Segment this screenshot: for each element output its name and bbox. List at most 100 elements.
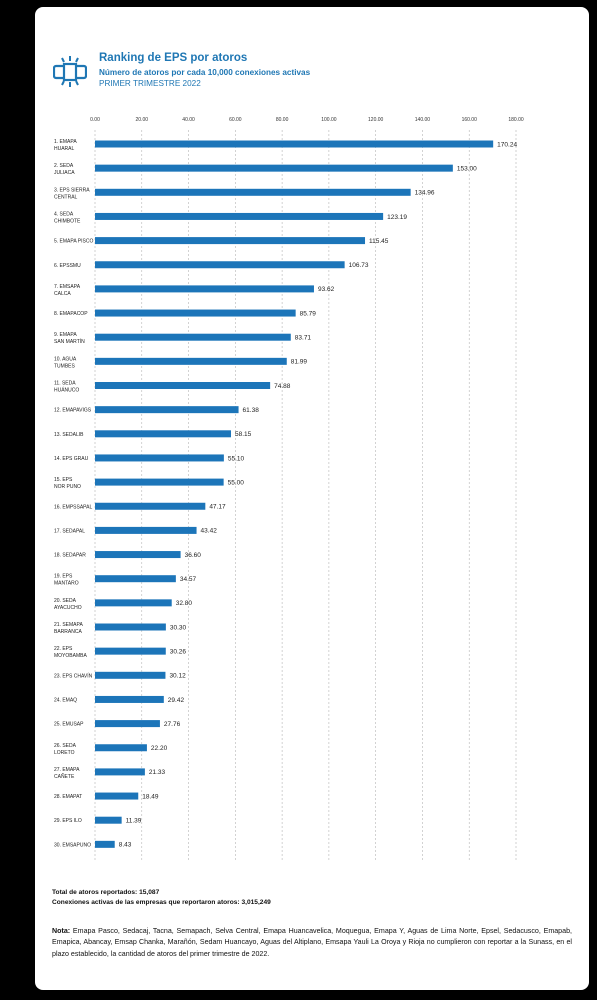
note-text: Emapa Pasco, Sedacaj, Tacna, Semapach, S… [52, 927, 572, 958]
value-label: 30.12 [169, 673, 186, 680]
bar [95, 575, 176, 583]
bar [95, 768, 145, 776]
value-label: 134.96 [415, 190, 435, 197]
category-label: 30. EMSAPUNO [54, 842, 91, 848]
value-label: 61.38 [243, 407, 260, 414]
x-tick-label: 40.00 [182, 117, 195, 123]
total-connections: Conexiones activas de las empresas que r… [52, 899, 271, 906]
category-label: 27. EMAPA CAÑETE [54, 767, 80, 780]
category-label: 12. EMAPAVIGS [54, 408, 92, 414]
category-label: 10. AGUA TUMBES [54, 356, 77, 369]
bar [95, 212, 384, 220]
x-tick-label: 80.00 [276, 117, 289, 123]
value-label: 22.20 [151, 745, 168, 752]
category-label: 15. EPS NOR PUNO [54, 477, 81, 490]
category-label: 11. SEDA HUÁNUCO [54, 381, 79, 394]
x-tick-label: 60.00 [229, 117, 242, 123]
bar [95, 526, 197, 534]
bar [95, 551, 181, 559]
category-label: 23. EPS CHAVÍN [54, 672, 93, 679]
bar [95, 840, 115, 848]
bar [95, 671, 166, 679]
category-label: 26. SEDA LORETO [54, 743, 77, 756]
chart-title: Ranking de EPS por atoros [99, 52, 248, 64]
category-label: 18. SEDAPAR [54, 553, 86, 559]
category-label: 16. EMPSSAPAL [54, 504, 92, 510]
category-label: 17. SEDAPAL [54, 528, 85, 534]
totals-block: Total de atoros reportados: 15,087 Conex… [52, 888, 271, 908]
bar [95, 454, 224, 462]
bar [95, 623, 166, 631]
footnote: Nota: Emapa Pasco, Sedacaj, Tacna, Semap… [52, 926, 572, 960]
category-label: 19. EPS MANTARO [54, 574, 79, 587]
value-label: 74.88 [274, 383, 291, 390]
bar [95, 647, 166, 655]
category-label: 7. EMSAPA CALCA [54, 284, 81, 297]
bar [95, 430, 232, 438]
bar [95, 599, 172, 607]
value-label: 85.79 [300, 310, 317, 317]
x-tick-label: 20.00 [136, 117, 149, 123]
bar [95, 744, 147, 752]
bar-chart: 0.00 20.00 40.00 60.00 80.00 100.00 120.00 140.… [54, 117, 524, 862]
value-label: 153.00 [457, 165, 477, 172]
total-atoros: Total de atoros reportados: 15,087 [52, 889, 160, 896]
value-label: 106.73 [349, 262, 369, 269]
bar [95, 695, 164, 703]
value-label: 123.19 [387, 214, 407, 221]
value-label: 11.39 [126, 818, 142, 825]
category-label: 9. EMAPA SAN MARTÍN [54, 332, 85, 345]
x-tick-label: 160.00 [462, 117, 478, 123]
chart-period: PRIMER TRIMESTRE 2022 [99, 79, 201, 88]
value-label: 170.24 [497, 141, 517, 148]
category-label: 29. EPS ILO [54, 818, 82, 824]
category-label: 2. SEDA JULIACA [54, 163, 75, 176]
x-tick-label: 180.00 [508, 117, 524, 123]
bar [95, 357, 287, 365]
value-label: 43.42 [201, 528, 218, 535]
value-label: 58.15 [235, 431, 252, 438]
bar [95, 406, 239, 414]
bar [95, 164, 453, 172]
note-label: Nota: [52, 927, 71, 935]
value-label: 47.17 [209, 504, 226, 511]
value-label: 55.10 [228, 455, 245, 462]
value-label: 29.42 [168, 697, 185, 704]
bar [95, 720, 160, 728]
bar [95, 816, 122, 824]
bar [95, 478, 224, 486]
x-tick-label: 120.00 [368, 117, 384, 123]
bar [95, 382, 271, 389]
bar [95, 333, 291, 341]
bar [95, 237, 366, 245]
value-label: 36.60 [185, 552, 202, 559]
category-label: 5. EMAPA PISCO [54, 239, 93, 245]
pipe-icon [53, 56, 87, 87]
value-label: 115.45 [369, 238, 389, 245]
value-label: 83.71 [295, 335, 312, 342]
value-label: 8.43 [119, 842, 132, 849]
category-label: 21. SEMAPA BARRANCA [54, 622, 83, 635]
infographic-card: Ranking de EPS por atoros Número de ator… [35, 7, 589, 990]
x-tick-label: 140.00 [415, 117, 431, 123]
category-label: 8. EMAPACOP [54, 311, 88, 317]
category-label: 4. SEDA CHIMBOTE [54, 211, 81, 224]
value-label: 34.57 [180, 576, 197, 583]
category-label: 24. EMAQ [54, 697, 77, 703]
value-label: 21.33 [149, 769, 166, 776]
value-label: 81.99 [291, 359, 308, 366]
bar [95, 792, 139, 800]
category-label: 1. EMAPA HUARAL [54, 139, 77, 152]
category-label: 3. EPS SIERRA CENTRAL [54, 187, 90, 200]
value-label: 55.00 [228, 479, 245, 486]
category-label: 13. SEDALIB [54, 432, 84, 438]
category-label: 20. SEDA AYACUCHO [54, 598, 82, 611]
category-label: 25. EMUSAP [54, 722, 84, 728]
value-label: 93.62 [318, 286, 335, 293]
bar [95, 285, 314, 293]
value-label: 30.30 [170, 624, 187, 631]
x-tick-label: 0.00 [90, 117, 100, 123]
category-label: 14. EPS GRAU [54, 456, 89, 462]
bar [95, 188, 411, 196]
bar [95, 502, 206, 510]
